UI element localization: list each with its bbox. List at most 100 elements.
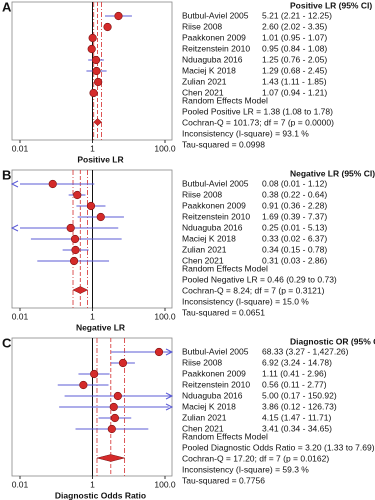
study-name: Chen 2021 bbox=[182, 423, 224, 433]
ci-arrow bbox=[165, 348, 174, 356]
summary-line: Random Effects Model bbox=[182, 95, 268, 105]
study-name: Butbul-Aviel 2005 bbox=[182, 346, 249, 356]
x-axis-label: Diagnostic Odds Ratio bbox=[55, 490, 146, 500]
ci-arrow bbox=[10, 224, 19, 232]
study-estimate: 5.00 (0.17 - 150.92) bbox=[262, 390, 337, 400]
x-tick-label: 0.01 bbox=[12, 143, 29, 153]
x-tick-label: 1 bbox=[90, 143, 95, 153]
x-axis-label: Positive LR bbox=[77, 154, 123, 164]
pooled-diamond bbox=[72, 286, 89, 294]
summary-line: Inconsistency (I-square) = 59.3 % bbox=[182, 464, 309, 474]
study-estimate: 0.25 (0.01 - 5.13) bbox=[262, 222, 327, 232]
summary-line: Tau-squared = 0.0651 bbox=[182, 307, 265, 317]
column-header: Diagnostic OR (95% CI) bbox=[290, 336, 375, 346]
point-estimate bbox=[79, 380, 88, 390]
study-estimate: 1.43 (1.11 - 1.85) bbox=[262, 76, 327, 86]
summary-line: Inconsistency (I-square) = 93.1 % bbox=[182, 128, 309, 138]
study-estimate: 1.25 (0.76 - 2.05) bbox=[262, 54, 327, 64]
panel-letter: B bbox=[2, 167, 11, 182]
ci-arrow bbox=[10, 180, 19, 188]
point-estimate bbox=[88, 33, 97, 43]
study-estimate: 0.95 (0.84 - 1.08) bbox=[262, 43, 327, 53]
study-name: Reitzenstein 2010 bbox=[182, 211, 250, 221]
point-estimate bbox=[91, 55, 101, 65]
study-estimate: 1.01 (0.95 - 1.07) bbox=[262, 32, 327, 42]
panel-letter: C bbox=[2, 335, 12, 350]
point-estimate bbox=[113, 391, 122, 401]
study-name: Chen 2021 bbox=[182, 87, 224, 97]
point-estimate bbox=[86, 201, 96, 211]
study-estimate: 0.33 (0.02 - 6.37) bbox=[262, 233, 327, 243]
point-estimate bbox=[89, 88, 98, 98]
x-tick-label: 1 bbox=[90, 479, 95, 489]
ci-arrow bbox=[165, 392, 174, 400]
summary-line: Tau-squared = 0.0998 bbox=[182, 139, 265, 149]
point-estimate bbox=[92, 66, 101, 76]
study-name: Paakkonen 2009 bbox=[182, 200, 246, 210]
summary-line: Inconsistency (I-square) = 15.0 % bbox=[182, 296, 309, 306]
study-name: Maciej K 2018 bbox=[182, 401, 236, 411]
point-estimate bbox=[66, 223, 75, 233]
study-estimate: 0.91 (0.36 - 2.28) bbox=[262, 200, 327, 210]
summary-line: Pooled Negative LR = 0.46 (0.29 to 0.73) bbox=[182, 274, 337, 284]
point-estimate bbox=[90, 369, 99, 379]
study-estimate: 6.92 (3.24 - 14.78) bbox=[262, 357, 332, 367]
study-name: Zulian 2021 bbox=[182, 76, 227, 86]
summary-line: Cochran-Q = 17.20; df = 7 (p = 0.0162) bbox=[182, 453, 329, 463]
study-name: Zulian 2021 bbox=[182, 412, 227, 422]
point-estimate bbox=[114, 11, 123, 21]
study-estimate: 0.31 (0.03 - 2.86) bbox=[262, 255, 327, 265]
summary-line: Pooled Diagnostic Odds Ratio = 3.20 (1.3… bbox=[182, 442, 375, 452]
point-estimate bbox=[107, 424, 116, 434]
study-name: Chen 2021 bbox=[182, 255, 224, 265]
study-estimate: 5.21 (2.21 - 12.25) bbox=[262, 10, 332, 20]
study-name: Butbul-Aviel 2005 bbox=[182, 178, 249, 188]
x-tick-label: 100.0 bbox=[154, 311, 176, 321]
point-estimate bbox=[71, 245, 80, 255]
summary-line: Pooled Positive LR = 1.38 (1.08 to 1.78) bbox=[182, 106, 333, 116]
study-estimate: 68.33 (3.27 - 1,427.26) bbox=[262, 346, 349, 356]
study-estimate: 1.11 (0.41 - 2.96) bbox=[262, 368, 327, 378]
study-estimate: 2.60 (2.02 - 3.35) bbox=[262, 21, 327, 31]
study-estimate: 0.56 (0.11 - 2.77) bbox=[262, 379, 327, 389]
study-name: Zulian 2021 bbox=[182, 244, 227, 254]
study-name: Maciej K 2018 bbox=[182, 65, 236, 75]
x-tick-label: 1 bbox=[90, 311, 95, 321]
summary-line: Cochran-Q = 101.73; df = 7 (p = 0.0000) bbox=[182, 117, 334, 127]
study-name: Butbul-Aviel 2005 bbox=[182, 10, 249, 20]
summary-line: Tau-squared = 0.7756 bbox=[182, 475, 265, 485]
point-estimate bbox=[94, 77, 103, 87]
point-estimate bbox=[73, 190, 82, 200]
study-name: Nduaguba 2016 bbox=[182, 222, 243, 232]
panel-letter: A bbox=[2, 0, 12, 14]
x-tick-label: 100.0 bbox=[154, 479, 176, 489]
summary-line: Random Effects Model bbox=[182, 263, 268, 273]
pooled-diamond bbox=[96, 454, 125, 462]
study-estimate: 1.29 (0.68 - 2.45) bbox=[262, 65, 327, 75]
study-name: Maciej K 2018 bbox=[182, 233, 236, 243]
x-axis-label: Negative LR bbox=[76, 322, 125, 332]
study-name: Riise 2008 bbox=[182, 357, 222, 367]
point-estimate bbox=[154, 347, 164, 357]
point-estimate bbox=[70, 234, 80, 244]
point-estimate bbox=[109, 402, 118, 412]
point-estimate bbox=[69, 256, 79, 266]
study-estimate: 1.69 (0.39 - 7.37) bbox=[262, 211, 327, 221]
point-estimate bbox=[48, 179, 57, 189]
column-header: Positive LR (95% CI) bbox=[290, 0, 372, 10]
column-header: Negative LR (95% CI) bbox=[290, 168, 375, 178]
x-tick-label: 100.0 bbox=[154, 143, 176, 153]
point-estimate bbox=[110, 413, 120, 423]
point-estimate bbox=[118, 358, 128, 368]
study-name: Riise 2008 bbox=[182, 189, 222, 199]
study-estimate: 3.86 (0.12 - 126.73) bbox=[262, 401, 337, 411]
point-estimate bbox=[87, 44, 96, 54]
point-estimate bbox=[96, 212, 105, 222]
study-name: Reitzenstein 2010 bbox=[182, 43, 250, 53]
study-estimate: 0.38 (0.22 - 0.64) bbox=[262, 189, 327, 199]
x-tick-label: 0.01 bbox=[12, 311, 29, 321]
summary-line: Cochran-Q = 8.24; df = 7 (p = 0.3121) bbox=[182, 285, 325, 295]
study-estimate: 0.34 (0.15 - 0.78) bbox=[262, 244, 327, 254]
summary-line: Random Effects Model bbox=[182, 431, 268, 441]
